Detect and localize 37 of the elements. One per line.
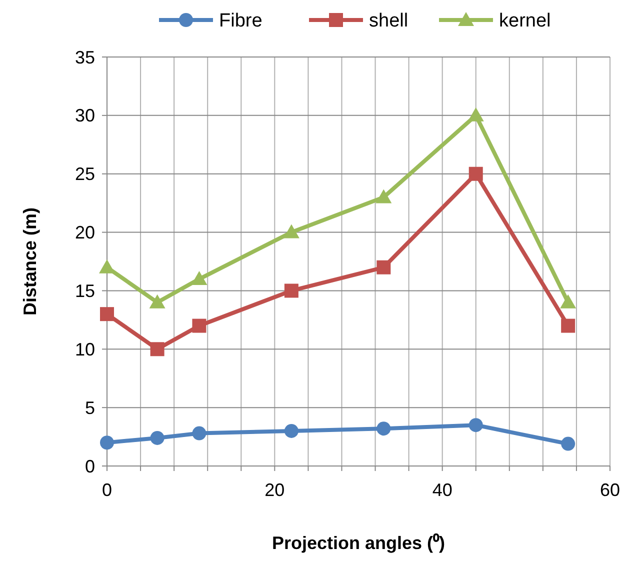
point xyxy=(560,294,576,308)
y-tick-label: 25 xyxy=(74,164,95,184)
point xyxy=(192,318,206,333)
legend-label: Fibre xyxy=(219,10,262,32)
y-tick-label: 35 xyxy=(74,47,95,68)
point xyxy=(376,260,391,274)
point xyxy=(191,271,208,286)
point xyxy=(376,189,392,204)
x-tick-label: 0 xyxy=(102,480,112,500)
x-tick-label: 20 xyxy=(264,480,285,500)
y-tick-label: 15 xyxy=(74,281,95,302)
point xyxy=(468,418,483,432)
x-tick-label: 60 xyxy=(600,480,620,500)
y-tick-label: 5 xyxy=(84,398,95,418)
point xyxy=(283,224,300,238)
x-axis-title: Projection angles (⁰) xyxy=(272,533,446,553)
point xyxy=(468,107,484,122)
point xyxy=(468,166,483,181)
point xyxy=(561,436,576,451)
y-tick-label: 20 xyxy=(74,222,95,243)
x-tick-label: 40 xyxy=(432,480,452,500)
y-axis-title: Distance (m) xyxy=(20,207,40,316)
point xyxy=(149,294,166,308)
point xyxy=(284,284,298,298)
point xyxy=(100,307,114,322)
point xyxy=(192,426,206,440)
point xyxy=(150,430,164,445)
point xyxy=(376,422,391,436)
point xyxy=(100,436,114,450)
y-tick-label: 0 xyxy=(84,456,95,476)
point xyxy=(284,424,298,438)
point xyxy=(561,318,576,333)
y-tick-label: 30 xyxy=(74,106,95,126)
y-tick-label: 10 xyxy=(74,339,95,360)
legend-label: kernel xyxy=(499,10,551,32)
legend-label: shell xyxy=(369,10,408,32)
point xyxy=(150,342,164,356)
